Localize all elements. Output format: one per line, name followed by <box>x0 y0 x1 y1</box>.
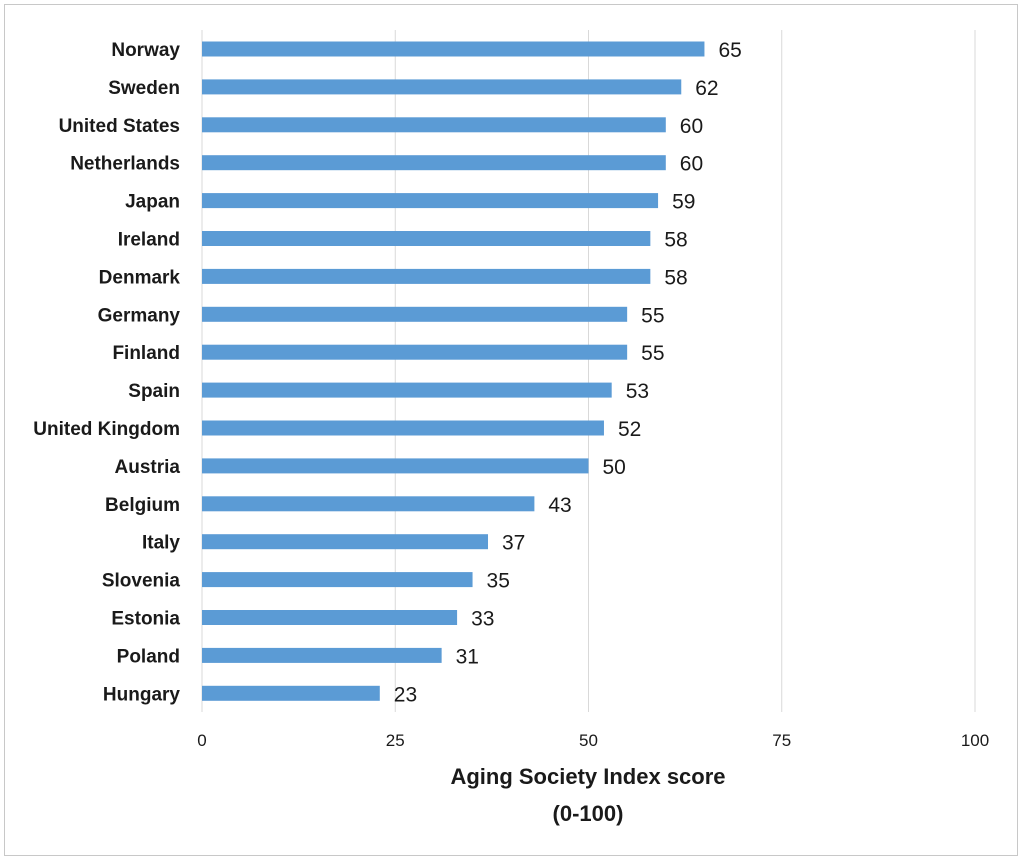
bar <box>202 458 589 474</box>
category-label: Norway <box>111 40 180 61</box>
category-label: Japan <box>125 192 180 213</box>
data-label: 37 <box>502 532 525 555</box>
data-label: 60 <box>680 153 703 176</box>
data-label: 62 <box>695 77 718 100</box>
bar <box>202 79 682 95</box>
bar <box>202 572 473 588</box>
category-label: Slovenia <box>102 571 181 592</box>
data-label: 23 <box>394 683 417 706</box>
category-label: Denmark <box>99 267 181 288</box>
category-label: Italy <box>142 533 180 554</box>
data-label: 50 <box>603 456 626 479</box>
data-label: 65 <box>718 39 741 62</box>
category-label: Sweden <box>108 78 180 99</box>
x-tick-label: 0 <box>197 731 206 750</box>
data-label: 33 <box>471 608 494 631</box>
bar <box>202 117 666 133</box>
bar <box>202 155 666 171</box>
bar <box>202 647 442 663</box>
category-label: Estonia <box>111 609 180 630</box>
data-label: 31 <box>456 645 479 668</box>
bar <box>202 685 380 701</box>
x-tick-label: 100 <box>961 731 989 750</box>
category-label: Hungary <box>103 684 181 705</box>
x-axis-title-line-1: Aging Society Index score <box>450 764 725 789</box>
x-tick-label: 75 <box>772 731 791 750</box>
bar <box>202 610 458 625</box>
category-label: Finland <box>112 343 180 364</box>
data-label: 43 <box>548 494 571 517</box>
bar <box>202 41 705 57</box>
data-label: 59 <box>672 191 695 214</box>
category-label: Spain <box>128 381 180 402</box>
data-label: 52 <box>618 418 641 441</box>
gridlines <box>201 30 976 712</box>
bar <box>202 193 659 209</box>
x-tick-label: 25 <box>386 731 405 750</box>
bar <box>202 496 535 512</box>
bar <box>202 420 604 436</box>
bar <box>202 382 612 398</box>
category-label: Austria <box>115 457 181 478</box>
category-labels: Norway Sweden United States Netherlands Japa… <box>33 40 180 705</box>
bar <box>202 534 489 550</box>
category-label: Belgium <box>105 495 180 516</box>
data-label: 58 <box>664 229 687 252</box>
bar <box>202 231 651 246</box>
data-label: 53 <box>626 380 649 403</box>
category-label: United Kingdom <box>33 419 180 440</box>
data-label: 58 <box>664 266 687 289</box>
category-label: Poland <box>117 646 180 667</box>
bar <box>202 344 628 360</box>
category-label: Germany <box>98 305 181 326</box>
category-label: Ireland <box>118 230 180 251</box>
data-label: 60 <box>680 115 703 138</box>
bars <box>202 41 705 701</box>
category-label: United States <box>59 116 180 137</box>
x-axis-title-line-2: (0-100) <box>553 801 624 826</box>
category-label: Netherlands <box>70 154 180 175</box>
bar <box>202 268 651 284</box>
data-label: 35 <box>487 570 510 593</box>
data-label: 55 <box>641 304 664 327</box>
x-tick-label: 50 <box>579 731 598 750</box>
x-tick-labels: 0 25 50 75 100 <box>197 731 989 750</box>
bar <box>202 306 628 322</box>
data-label: 55 <box>641 342 664 365</box>
